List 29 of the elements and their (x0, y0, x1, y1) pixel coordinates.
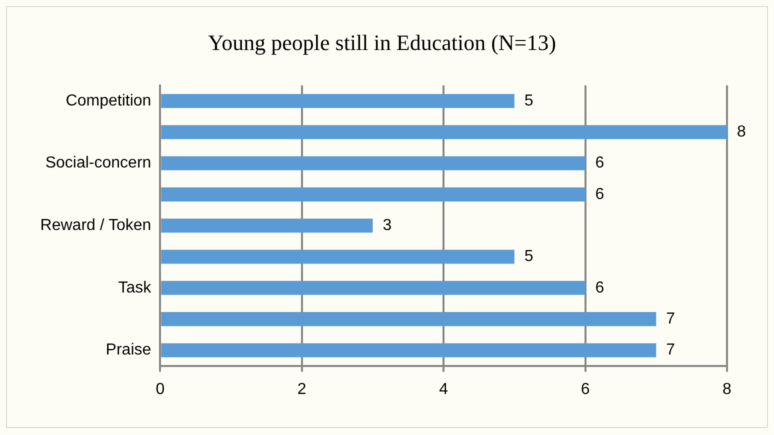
bar (161, 125, 727, 140)
data-label: 5 (524, 248, 534, 266)
chart-title: Young people still in Education (N=13) (208, 30, 556, 55)
bar (161, 312, 656, 326)
data-label: 6 (595, 154, 604, 172)
bar (161, 218, 373, 233)
y-tick-label: Social-concern (45, 154, 152, 172)
data-label: 6 (595, 186, 604, 203)
x-tick-label: 6 (580, 380, 590, 398)
bar (161, 250, 514, 264)
y-tick-label: Reward / Token (40, 217, 152, 234)
data-label: 7 (666, 310, 676, 328)
data-label: 6 (595, 279, 604, 296)
bar (161, 280, 586, 295)
x-tick-label: 0 (156, 380, 165, 398)
y-tick-label: Praise (106, 342, 152, 359)
x-tick-label: 8 (722, 380, 732, 398)
x-tick-label: 2 (297, 380, 306, 398)
y-tick-label: Competition (66, 92, 152, 110)
data-label: 3 (382, 217, 392, 234)
bar (161, 94, 514, 108)
bar (161, 343, 656, 358)
x-tick-label: 4 (439, 380, 448, 398)
bar (161, 187, 586, 202)
data-label: 5 (524, 92, 534, 110)
data-label: 8 (737, 124, 746, 141)
data-label: 7 (666, 342, 676, 359)
bar (161, 156, 586, 170)
y-tick-label: Task (118, 279, 152, 296)
